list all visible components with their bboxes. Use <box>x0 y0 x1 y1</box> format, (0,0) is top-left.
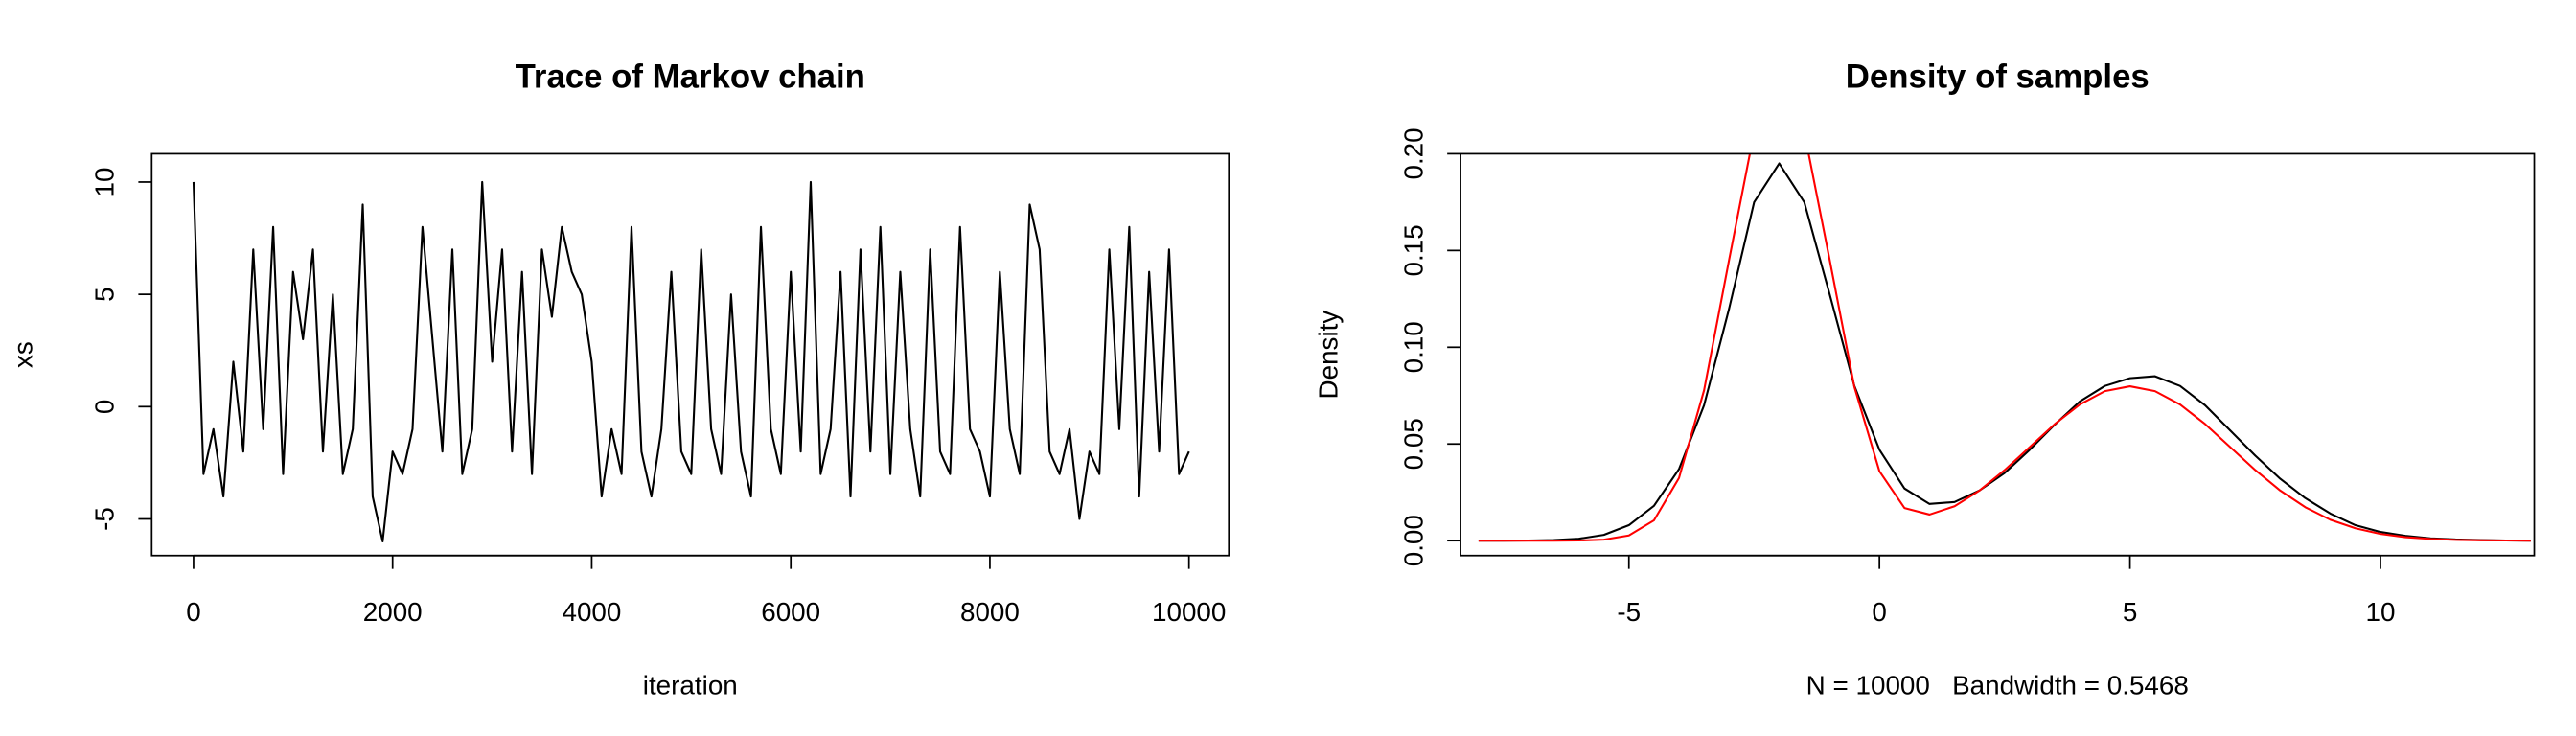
y-tick-label: 0.05 <box>1398 418 1428 470</box>
x-tick-label: 2000 <box>363 597 423 627</box>
y-tick-label: 0.10 <box>1398 321 1428 373</box>
x-tick-label: 5 <box>2123 597 2137 627</box>
x-tick-label: 8000 <box>960 597 1020 627</box>
y-tick-label: 0.00 <box>1398 515 1428 566</box>
y-tick-label: 0 <box>90 400 120 414</box>
y-tick-label: 0.20 <box>1398 127 1428 179</box>
plot-box <box>150 152 1230 557</box>
plot-box <box>1460 152 2536 557</box>
x-tick-label: 10000 <box>1152 597 1226 627</box>
y-tick-label: 10 <box>90 167 120 196</box>
data-line <box>1478 153 2531 542</box>
y-axis-label: xs <box>8 341 37 368</box>
y-axis-label: Density <box>1314 310 1344 400</box>
y-tick-label: 0.15 <box>1398 224 1428 276</box>
x-axis-label: iteration <box>643 671 738 701</box>
chart-title: Density of samples <box>1846 58 2150 95</box>
y-tick-label: 5 <box>90 287 120 301</box>
x-tick-label: 4000 <box>562 597 621 627</box>
x-tick-label: 0 <box>186 597 200 627</box>
x-tick-label: -5 <box>1617 597 1641 627</box>
x-axis-label: N = 10000 Bandwidth = 0.5468 <box>1806 671 2189 701</box>
x-tick-label: 10 <box>2366 597 2396 627</box>
x-tick-label: 6000 <box>761 597 820 627</box>
data-line <box>1478 162 2531 542</box>
chart-title: Trace of Markov chain <box>516 58 865 95</box>
y-tick-label: -5 <box>90 507 120 531</box>
x-tick-label: 0 <box>1872 597 1886 627</box>
data-line <box>192 180 1190 543</box>
